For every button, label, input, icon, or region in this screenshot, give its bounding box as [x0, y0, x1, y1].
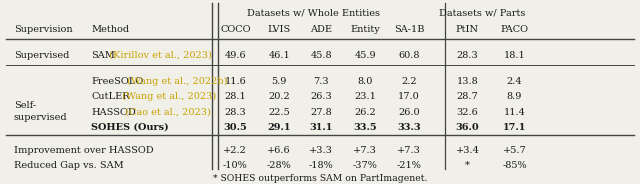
Text: Improvement over HASSOD: Improvement over HASSOD [14, 146, 154, 155]
Text: 33.3: 33.3 [397, 123, 421, 132]
Text: 28.3: 28.3 [456, 51, 478, 60]
Text: (Wang et al., 2023): (Wang et al., 2023) [118, 92, 216, 101]
Text: Reduced Gap vs. SAM: Reduced Gap vs. SAM [14, 160, 124, 169]
Text: FreeSOLO: FreeSOLO [91, 77, 143, 86]
Text: SAM: SAM [91, 51, 115, 60]
Text: Supervision: Supervision [14, 25, 72, 34]
Text: (Cao et al., 2023): (Cao et al., 2023) [122, 108, 211, 117]
Text: Datasets w/ Whole Entities: Datasets w/ Whole Entities [247, 8, 380, 17]
Text: 11.4: 11.4 [504, 108, 525, 117]
Text: 36.0: 36.0 [456, 123, 479, 132]
Text: 7.3: 7.3 [314, 77, 329, 86]
Text: -85%: -85% [502, 160, 527, 169]
Text: 28.3: 28.3 [225, 108, 246, 117]
Text: (Wang et al., 2022b): (Wang et al., 2022b) [124, 77, 228, 86]
Text: +2.2: +2.2 [223, 146, 247, 155]
Text: 8.0: 8.0 [358, 77, 373, 86]
Text: SOHES (Ours): SOHES (Ours) [91, 123, 169, 132]
Text: 26.0: 26.0 [398, 108, 420, 117]
Text: Self-
supervised: Self- supervised [14, 101, 68, 122]
Text: 8.9: 8.9 [507, 92, 522, 101]
Text: (Kirillov et al., 2023): (Kirillov et al., 2023) [106, 51, 212, 60]
Text: ADE: ADE [310, 25, 332, 34]
Text: +3.3: +3.3 [309, 146, 333, 155]
Text: 23.1: 23.1 [354, 92, 376, 101]
Text: 22.5: 22.5 [268, 108, 290, 117]
Text: 30.5: 30.5 [223, 123, 247, 132]
Text: 2.4: 2.4 [507, 77, 522, 86]
Text: 33.5: 33.5 [353, 123, 377, 132]
Text: Entity: Entity [350, 25, 380, 34]
Text: -18%: -18% [309, 160, 333, 169]
Text: *: * [465, 160, 470, 169]
Text: 18.1: 18.1 [504, 51, 525, 60]
Text: 13.8: 13.8 [456, 77, 478, 86]
Text: 60.8: 60.8 [398, 51, 420, 60]
Text: COCO: COCO [220, 25, 251, 34]
Text: -21%: -21% [397, 160, 422, 169]
Text: 17.0: 17.0 [398, 92, 420, 101]
Text: +5.7: +5.7 [502, 146, 526, 155]
Text: 49.6: 49.6 [225, 51, 246, 60]
Text: PACO: PACO [500, 25, 529, 34]
Text: -28%: -28% [267, 160, 292, 169]
Text: 45.8: 45.8 [310, 51, 332, 60]
Text: 29.1: 29.1 [268, 123, 291, 132]
Text: 2.2: 2.2 [401, 77, 417, 86]
Text: +3.4: +3.4 [456, 146, 479, 155]
Text: Supervised: Supervised [14, 51, 69, 60]
Text: -10%: -10% [223, 160, 248, 169]
Text: Method: Method [91, 25, 129, 34]
Text: HASSOD: HASSOD [91, 108, 136, 117]
Text: 17.1: 17.1 [503, 123, 526, 132]
Text: +7.3: +7.3 [397, 146, 421, 155]
Text: Datasets w/ Parts: Datasets w/ Parts [438, 8, 525, 17]
Text: 28.1: 28.1 [225, 92, 246, 101]
Text: SA-1B: SA-1B [394, 25, 424, 34]
Text: * SOHES outperforms SAM on PartImagenet.: * SOHES outperforms SAM on PartImagenet. [212, 174, 428, 183]
Text: 45.9: 45.9 [355, 51, 376, 60]
Text: +6.6: +6.6 [268, 146, 291, 155]
Text: PtIN: PtIN [456, 25, 479, 34]
Text: 46.1: 46.1 [268, 51, 290, 60]
Text: 11.6: 11.6 [225, 77, 246, 86]
Text: 20.2: 20.2 [268, 92, 290, 101]
Text: 31.1: 31.1 [310, 123, 333, 132]
Text: 26.3: 26.3 [310, 92, 332, 101]
Text: 32.6: 32.6 [456, 108, 478, 117]
Text: +7.3: +7.3 [353, 146, 377, 155]
Text: -37%: -37% [353, 160, 378, 169]
Text: CutLER: CutLER [91, 92, 130, 101]
Text: 5.9: 5.9 [271, 77, 287, 86]
Text: 26.2: 26.2 [355, 108, 376, 117]
Text: 28.7: 28.7 [456, 92, 478, 101]
Text: LVIS: LVIS [268, 25, 291, 34]
Text: 27.8: 27.8 [310, 108, 332, 117]
